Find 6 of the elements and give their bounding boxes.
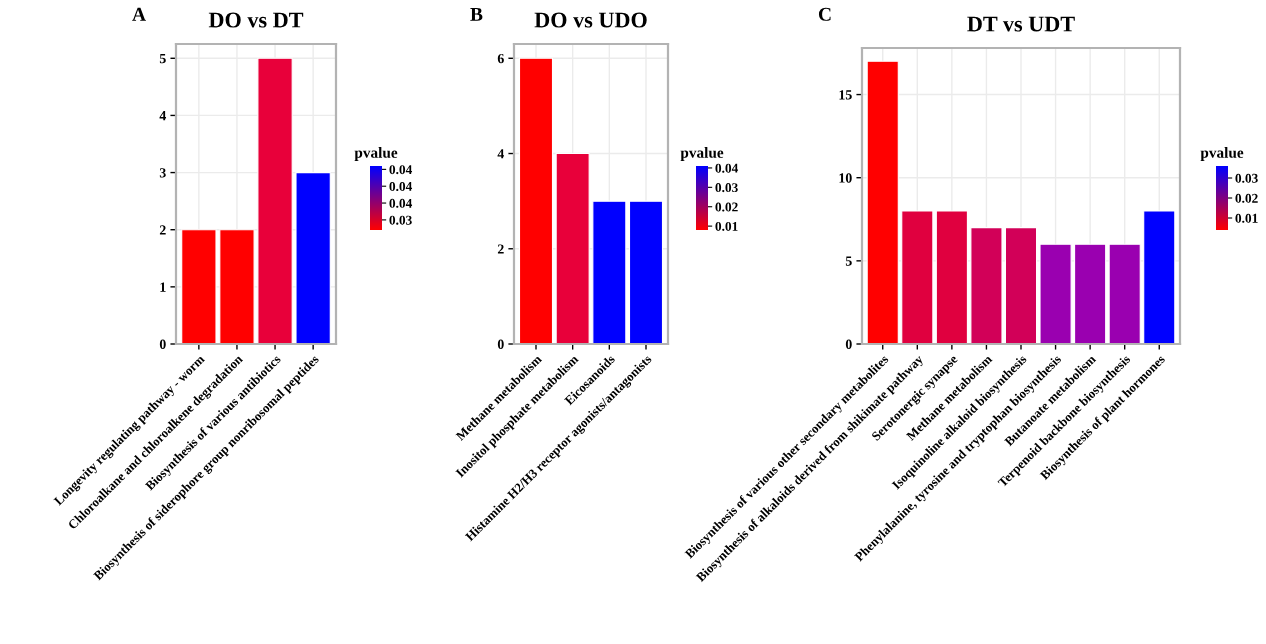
text: C — [818, 7, 831, 21]
chart-title: DO vs UDO — [534, 12, 647, 28]
chart-title: DT vs UDT — [967, 16, 1075, 32]
text: A — [132, 7, 146, 21]
text: B — [470, 7, 483, 21]
chart-title: DO vs DT — [208, 12, 304, 28]
